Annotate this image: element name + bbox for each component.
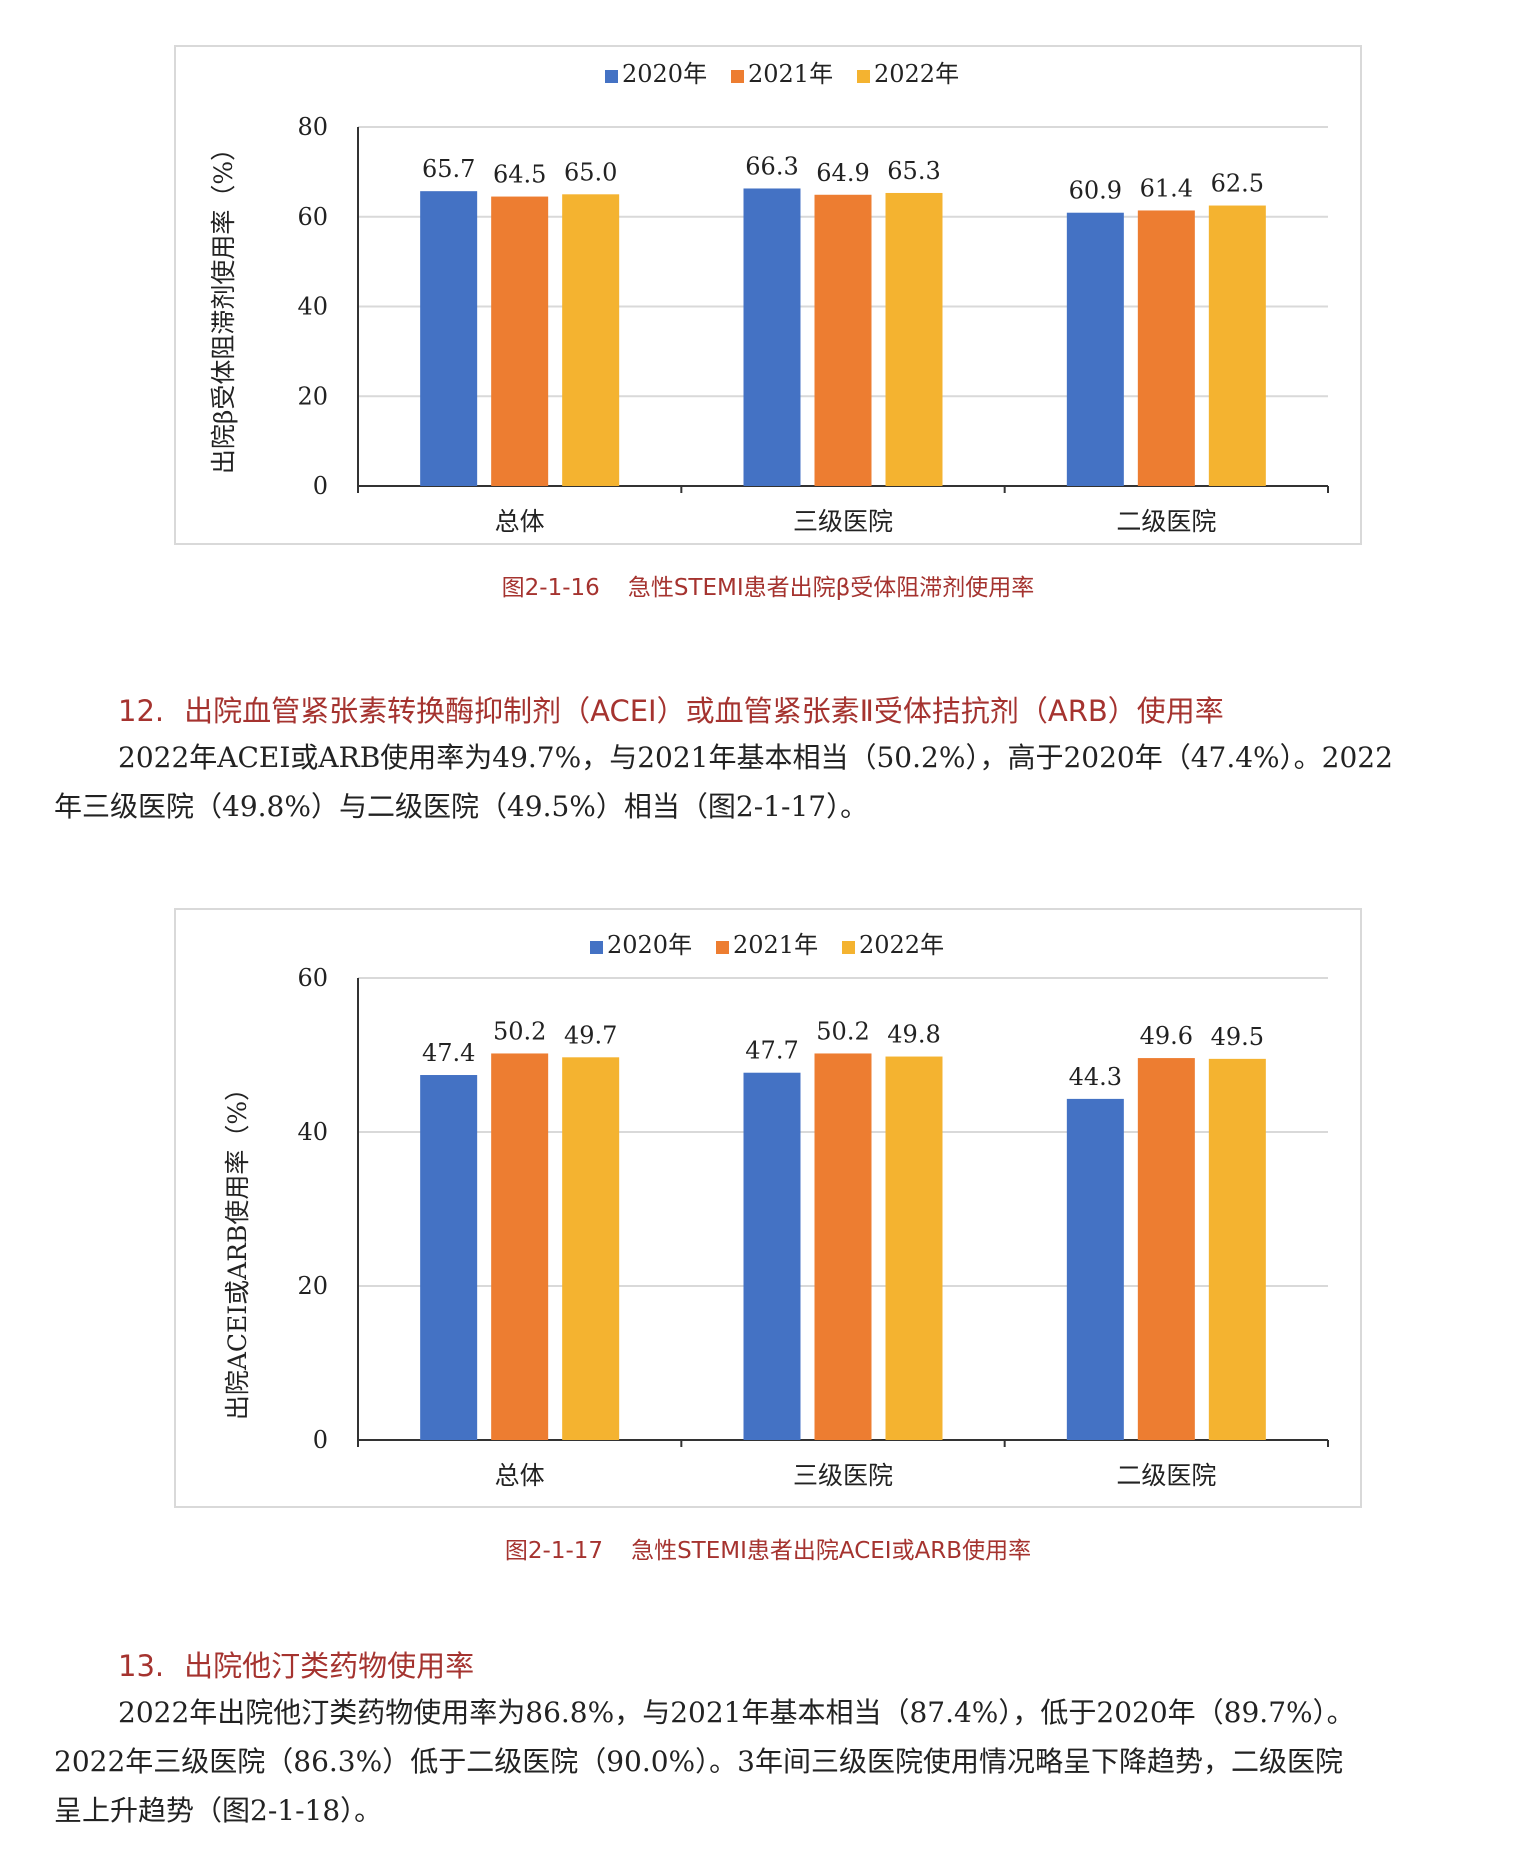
legend-label: 2021年 [733, 931, 818, 959]
data-label: 60.9 [1069, 177, 1122, 205]
paragraph-text: 2022年出院他汀类药物使用率为86.8%，与2021年基本相当（87.4%），… [118, 1696, 1355, 1729]
bar [562, 194, 620, 486]
bar [885, 192, 943, 486]
data-label: 65.7 [422, 155, 475, 183]
heading-number: 12. [118, 694, 165, 728]
y-tick-label: 60 [297, 203, 328, 231]
paragraph-13: 2022年出院他汀类药物使用率为86.8%，与2021年基本相当（87.4%），… [54, 1688, 1486, 1835]
data-label: 61.4 [1140, 174, 1193, 202]
paragraph-line: 2022年出院他汀类药物使用率为86.8%，与2021年基本相当（87.4%），… [54, 1688, 1486, 1737]
section-heading-12: 12. 出院血管紧张素转换酶抑制剂（ACEI）或血管紧张素Ⅱ受体拮抗剂（ARB）使… [118, 688, 1224, 730]
y-tick-label: 80 [297, 113, 328, 141]
bar [420, 191, 478, 486]
bar [1208, 1058, 1266, 1440]
heading-title: 出院血管紧张素转换酶抑制剂（ACEI）或血管紧张素Ⅱ受体拮抗剂（ARB）使用率 [184, 694, 1224, 728]
x-tick-label: 二级医院 [1116, 507, 1216, 536]
bar [1137, 210, 1195, 486]
paragraph-text: 年三级医院（49.8%）与二级医院（49.5%）相当（图2-1-17）。 [54, 790, 869, 823]
x-tick-label: 总体 [495, 1461, 545, 1490]
data-label: 47.7 [745, 1037, 798, 1065]
paragraph-line: 年三级医院（49.8%）与二级医院（49.5%）相当（图2-1-17）。 [54, 782, 1486, 831]
legend-label: 2020年 [607, 931, 692, 959]
data-label: 64.9 [816, 159, 869, 187]
bar [743, 188, 801, 486]
chart-2-1-16-svg: 0 20 40 60 80 65.7 64.5 65.0 总体 66.3 64.9 65.3 三级医院 6… [209, 60, 1329, 536]
paragraph-line: 2022年ACEI或ARB使用率为49.7%，与2021年基本相当（50.2%）… [54, 733, 1486, 782]
section-heading-13: 13. 出院他汀类药物使用率 [118, 1643, 474, 1685]
legend-swatch [605, 70, 618, 83]
data-label: 62.5 [1211, 170, 1264, 198]
paragraph-line: 呈上升趋势（图2-1-18）。 [54, 1786, 1486, 1835]
data-label: 49.7 [564, 1021, 617, 1049]
legend-label: 2022年 [859, 931, 944, 959]
caption-text: 急性STEMI患者出院ACEI或ARB使用率 [631, 1538, 1032, 1564]
y-tick-label: 60 [297, 964, 328, 992]
paragraph-text: 2022年三级医院（86.3%）低于二级医院（90.0%）。3年间三级医院使用情… [54, 1745, 1343, 1778]
figure-caption-2-1-17: 图2-1-17 急性STEMI患者出院ACEI或ARB使用率 [0, 1531, 1536, 1565]
bar [1208, 205, 1266, 486]
data-label: 50.2 [493, 1017, 546, 1045]
y-tick-label: 40 [297, 1118, 328, 1146]
legend-swatch [857, 70, 870, 83]
chart-2-1-16: 0 20 40 60 80 65.7 64.5 65.0 总体 66.3 64.9 65.3 三级医院 6… [174, 45, 1362, 545]
y-tick-label: 0 [313, 1426, 328, 1454]
x-tick-label: 总体 [495, 507, 545, 536]
legend-swatch [716, 941, 729, 954]
legend-label: 2020年 [622, 60, 707, 88]
bar [1066, 1098, 1124, 1440]
bar [562, 1057, 620, 1440]
data-label: 44.3 [1069, 1063, 1122, 1091]
legend-label: 2022年 [874, 60, 959, 88]
data-label: 49.8 [887, 1021, 940, 1049]
data-label: 65.0 [564, 158, 617, 186]
legend-swatch [842, 941, 855, 954]
paragraph-text: 2022年ACEI或ARB使用率为49.7%，与2021年基本相当（50.2%）… [118, 741, 1393, 774]
x-tick-label: 三级医院 [793, 507, 893, 536]
bar [743, 1072, 801, 1440]
y-axis-label: 出院ACEI或ARB使用率（%） [223, 1076, 252, 1420]
bar [814, 1053, 872, 1440]
data-label: 49.6 [1140, 1022, 1193, 1050]
paragraph-text: 呈上升趋势（图2-1-18）。 [54, 1794, 383, 1827]
bar [420, 1075, 478, 1440]
data-label: 50.2 [816, 1017, 869, 1045]
y-tick-label: 20 [297, 382, 328, 410]
x-tick-label: 三级医院 [793, 1461, 893, 1490]
y-tick-label: 40 [297, 293, 328, 321]
bar [491, 1053, 549, 1440]
paragraph-line: 2022年三级医院（86.3%）低于二级医院（90.0%）。3年间三级医院使用情… [54, 1737, 1486, 1786]
bar [1066, 212, 1124, 486]
data-label: 47.4 [422, 1039, 475, 1067]
data-label: 65.3 [887, 157, 940, 185]
y-tick-label: 20 [297, 1272, 328, 1300]
data-label: 66.3 [745, 152, 798, 180]
heading-number: 13. [118, 1649, 165, 1683]
data-label: 49.5 [1211, 1023, 1264, 1051]
heading-title: 出院他汀类药物使用率 [184, 1649, 475, 1683]
caption-number: 图2-1-17 [504, 1538, 604, 1564]
y-tick-label: 0 [313, 472, 328, 500]
bar [814, 194, 872, 487]
bar [885, 1056, 943, 1440]
y-axis-label: 出院β受体阻滞剂使用率（%） [209, 136, 238, 474]
caption-text: 急性STEMI患者出院β受体阻滞剂使用率 [627, 575, 1035, 601]
bar [1137, 1058, 1195, 1440]
legend-swatch [590, 941, 603, 954]
chart-2-1-17: 0 20 40 60 47.4 50.2 49.7 总体 47.7 50.2 49.8 三级医院 44.… [174, 908, 1362, 1508]
legend-label: 2021年 [748, 60, 833, 88]
paragraph-12: 2022年ACEI或ARB使用率为49.7%，与2021年基本相当（50.2%）… [54, 733, 1486, 831]
bar [491, 196, 549, 486]
figure-caption-2-1-16: 图2-1-16 急性STEMI患者出院β受体阻滞剂使用率 [0, 568, 1536, 602]
chart-2-1-17-svg: 0 20 40 60 47.4 50.2 49.7 总体 47.7 50.2 49.8 三级医院 44.… [223, 931, 1329, 1490]
legend-swatch [731, 70, 744, 83]
data-label: 64.5 [493, 161, 546, 189]
caption-number: 图2-1-16 [501, 575, 600, 601]
x-tick-label: 二级医院 [1116, 1461, 1216, 1490]
